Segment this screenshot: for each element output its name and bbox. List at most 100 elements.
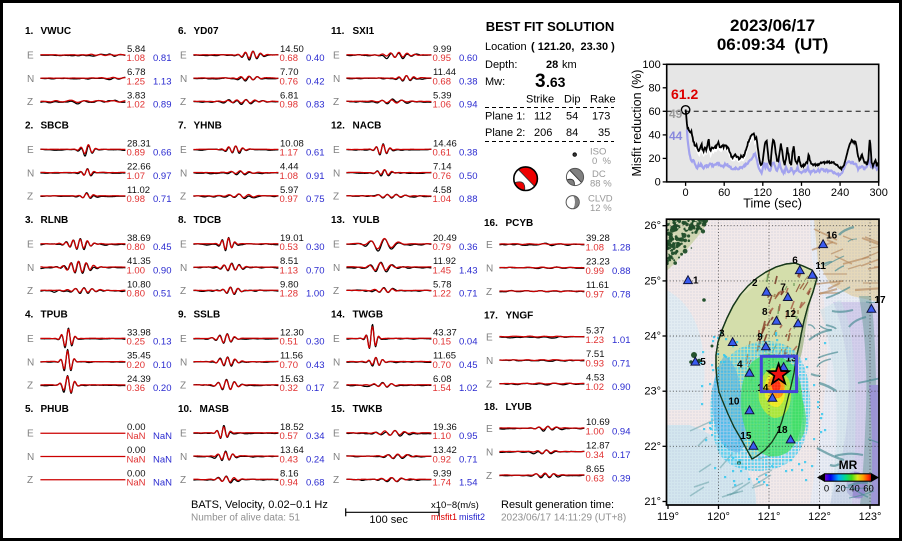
svg-text:0.89: 0.89 (127, 148, 146, 159)
svg-text:NaN: NaN (153, 431, 172, 442)
svg-text:0.98: 0.98 (280, 100, 299, 111)
svg-text:Rake: Rake (590, 94, 616, 106)
svg-text:0.90: 0.90 (612, 382, 631, 393)
svg-text:0.25: 0.25 (127, 337, 146, 348)
svg-text:0.80: 0.80 (127, 289, 146, 300)
svg-text:.63: .63 (546, 74, 566, 90)
svg-text:0.68: 0.68 (433, 76, 452, 87)
svg-text:4.44: 4.44 (280, 162, 299, 173)
svg-text:12: 12 (785, 309, 797, 320)
svg-text:14: 14 (757, 383, 769, 394)
svg-text:0.60: 0.60 (459, 53, 478, 64)
svg-text:N: N (27, 74, 34, 85)
svg-text:5.39: 5.39 (433, 90, 452, 101)
svg-text:0 %: 0 % (592, 156, 612, 167)
svg-text:Z: Z (180, 97, 186, 108)
svg-text:1.08: 1.08 (586, 242, 605, 253)
svg-text:123°: 123° (859, 511, 882, 523)
svg-text:E: E (27, 145, 34, 156)
svg-text:12 %: 12 % (590, 203, 612, 214)
svg-text:Z: Z (333, 475, 339, 486)
svg-text:0.42: 0.42 (306, 76, 325, 87)
svg-text:80: 80 (648, 82, 660, 94)
svg-text:TPUB: TPUB (41, 310, 68, 321)
svg-text:120: 120 (754, 187, 772, 199)
svg-text:16: 16 (826, 231, 838, 242)
svg-text:6.81: 6.81 (280, 90, 299, 101)
svg-text:180: 180 (792, 187, 810, 199)
svg-text:NACB: NACB (353, 121, 382, 132)
svg-text:LYUB: LYUB (506, 402, 532, 413)
svg-text:Z: Z (333, 97, 339, 108)
svg-text:1.02: 1.02 (127, 100, 146, 111)
svg-text:7.51: 7.51 (586, 349, 605, 360)
svg-text:9.39: 9.39 (433, 468, 452, 479)
svg-text:40: 40 (648, 129, 660, 141)
svg-text:0.95: 0.95 (459, 431, 478, 442)
svg-text:0.38: 0.38 (459, 76, 478, 87)
svg-text:N: N (27, 263, 34, 274)
svg-text:10.: 10. (178, 404, 192, 415)
svg-text:N: N (27, 168, 34, 179)
svg-text:100: 100 (642, 59, 660, 71)
svg-text:15.: 15. (331, 404, 345, 415)
svg-text:Z: Z (27, 97, 33, 108)
svg-text:1: 1 (693, 276, 699, 287)
svg-text:N: N (333, 452, 340, 463)
svg-text:1.13: 1.13 (153, 76, 172, 87)
svg-text:4: 4 (737, 359, 743, 370)
svg-text:0.51: 0.51 (280, 337, 299, 348)
svg-text:0.39: 0.39 (612, 473, 631, 484)
svg-text:Z: Z (486, 379, 492, 390)
svg-text:240: 240 (831, 187, 849, 199)
svg-text:N: N (486, 263, 493, 274)
svg-text:14.: 14. (331, 310, 345, 321)
svg-text:0.97: 0.97 (280, 194, 299, 205)
svg-text:0.71: 0.71 (612, 358, 631, 369)
svg-text:N: N (27, 357, 34, 368)
svg-text:13.64: 13.64 (280, 445, 304, 456)
svg-text:1.25: 1.25 (127, 76, 146, 87)
svg-text:N: N (180, 74, 187, 85)
svg-text:4.: 4. (25, 310, 34, 321)
svg-text:N: N (180, 263, 187, 274)
svg-text:173: 173 (592, 111, 610, 123)
svg-text:1.17: 1.17 (280, 148, 299, 159)
svg-text:0: 0 (824, 484, 829, 495)
svg-text:E: E (180, 334, 187, 345)
svg-text:E: E (486, 332, 493, 343)
svg-text:N: N (180, 357, 187, 368)
svg-text:43.37: 43.37 (433, 327, 457, 338)
svg-text:11.56: 11.56 (280, 351, 303, 362)
svg-text:3.: 3. (25, 215, 34, 226)
svg-text:54: 54 (566, 111, 578, 123)
svg-text:RLNB: RLNB (41, 215, 69, 226)
svg-text:06:09:34 (UT): 06:09:34 (UT) (717, 35, 828, 54)
svg-text:2.: 2. (25, 121, 34, 132)
svg-text:11.61: 11.61 (586, 280, 609, 291)
svg-text:Strike: Strike (526, 94, 554, 106)
svg-text:0.97: 0.97 (586, 289, 605, 300)
svg-text:0.40: 0.40 (306, 53, 325, 64)
svg-text:YULB: YULB (353, 215, 380, 226)
svg-text:0.00: 0.00 (127, 422, 146, 433)
svg-text:26°: 26° (644, 220, 661, 232)
svg-text:Z: Z (333, 381, 339, 392)
svg-text:0.36: 0.36 (459, 242, 478, 253)
svg-text:100 sec: 100 sec (369, 514, 408, 526)
svg-text:33.98: 33.98 (127, 327, 151, 338)
svg-text:NaN: NaN (127, 431, 146, 442)
svg-text:0.76: 0.76 (280, 76, 299, 87)
svg-text:4.53: 4.53 (586, 373, 605, 384)
svg-text:3: 3 (535, 71, 546, 92)
svg-text:Z: Z (180, 381, 186, 392)
svg-text:1.00: 1.00 (127, 265, 146, 276)
svg-text:Z: Z (333, 192, 339, 203)
svg-text:206: 206 (534, 127, 552, 139)
svg-text:0.43: 0.43 (280, 454, 299, 465)
svg-text:MR: MR (839, 458, 858, 472)
svg-text:N: N (486, 356, 493, 367)
svg-text:19.36: 19.36 (433, 422, 457, 433)
svg-text:N: N (333, 168, 340, 179)
svg-text:1.07: 1.07 (127, 171, 146, 182)
